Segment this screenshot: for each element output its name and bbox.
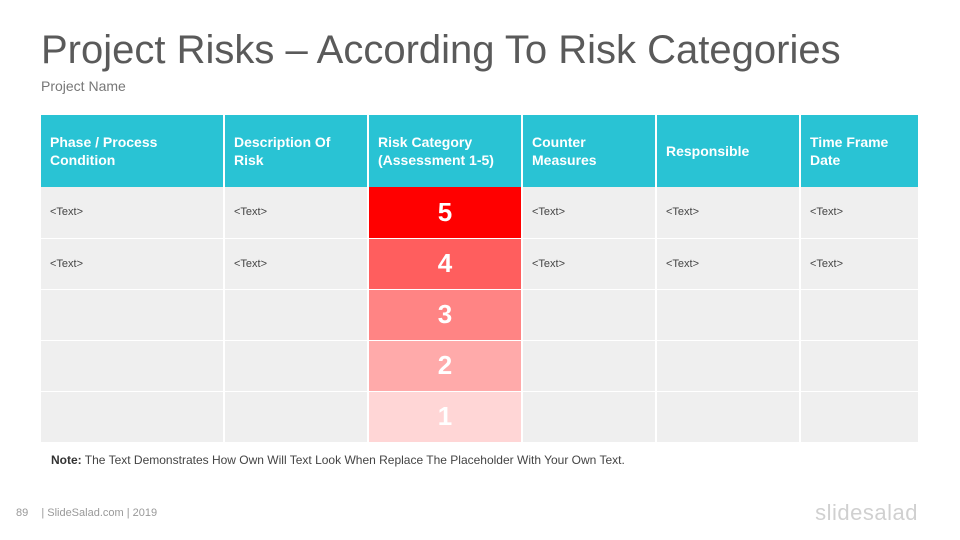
table-row: <Text> <Text> 5 <Text> <Text> <Text>	[41, 187, 918, 239]
note-label: Note:	[51, 453, 82, 467]
cell-counter	[522, 289, 657, 341]
cell-description	[224, 289, 369, 341]
note-body: The Text Demonstrates How Own Will Text …	[81, 453, 625, 467]
cell-responsible	[656, 391, 801, 443]
cell-description: <Text>	[224, 238, 369, 290]
cell-counter	[522, 340, 657, 392]
cell-risk-score: 4	[368, 238, 523, 290]
cell-timeframe	[800, 340, 918, 392]
cell-timeframe: <Text>	[800, 187, 918, 239]
cell-responsible: <Text>	[656, 238, 801, 290]
header-risk-category: Risk Category (Assessment 1-5)	[368, 115, 523, 187]
cell-phase: <Text>	[41, 187, 225, 239]
header-time-frame: Time Frame Date	[800, 115, 918, 187]
page-number: 89	[16, 507, 29, 519]
header-description: Description Of Risk	[224, 115, 369, 187]
note-text: Note: The Text Demonstrates How Own Will…	[51, 453, 625, 467]
cell-timeframe: <Text>	[800, 238, 918, 290]
cell-phase: <Text>	[41, 238, 225, 290]
footer-source: | SlideSalad.com | 2019	[41, 507, 158, 519]
slide-title: Project Risks – According To Risk Catego…	[41, 28, 841, 72]
cell-description: <Text>	[224, 187, 369, 239]
cell-risk-score: 2	[368, 340, 523, 392]
cell-timeframe	[800, 391, 918, 443]
footer: 89 | SlideSalad.com | 2019	[16, 507, 157, 519]
cell-risk-score: 3	[368, 289, 523, 341]
brand-logo: slidesalad	[815, 500, 918, 525]
cell-risk-score: 5	[368, 187, 523, 239]
cell-description	[224, 340, 369, 392]
cell-counter	[522, 391, 657, 443]
header-counter-measures: Counter Measures	[522, 115, 657, 187]
cell-description	[224, 391, 369, 443]
cell-responsible	[656, 340, 801, 392]
cell-counter: <Text>	[522, 238, 657, 290]
cell-responsible	[656, 289, 801, 341]
cell-risk-score: 1	[368, 391, 523, 443]
table-row: 3	[41, 289, 918, 341]
cell-phase	[41, 289, 225, 341]
cell-timeframe	[800, 289, 918, 341]
table-header-row: Phase / Process Condition Description Of…	[41, 115, 918, 187]
cell-responsible: <Text>	[656, 187, 801, 239]
table-row: <Text> <Text> 4 <Text> <Text> <Text>	[41, 238, 918, 290]
risk-table: Phase / Process Condition Description Of…	[41, 115, 918, 443]
header-responsible: Responsible	[656, 115, 801, 187]
cell-phase	[41, 391, 225, 443]
cell-phase	[41, 340, 225, 392]
table-row: 2	[41, 340, 918, 392]
slide-subtitle: Project Name	[41, 78, 126, 94]
header-phase: Phase / Process Condition	[41, 115, 225, 187]
table-row: 1	[41, 391, 918, 443]
cell-counter: <Text>	[522, 187, 657, 239]
